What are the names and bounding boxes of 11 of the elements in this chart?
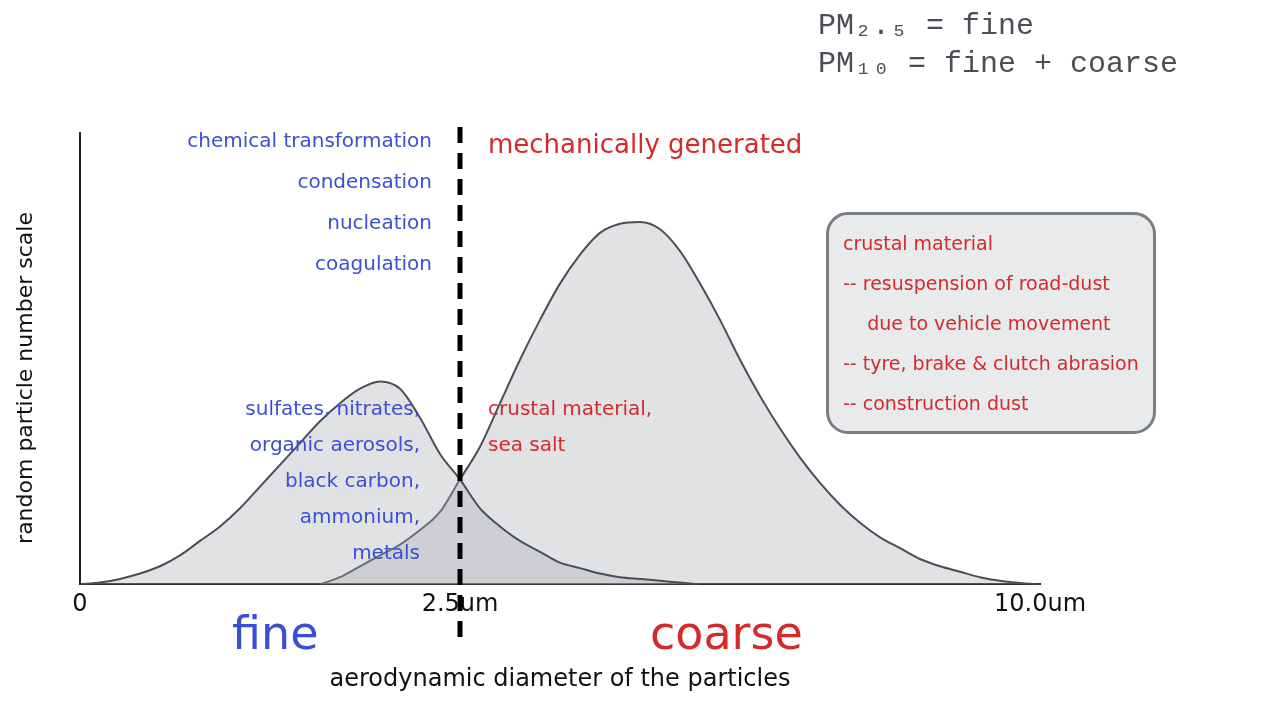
- x-tick-label: 10.0um: [993, 589, 1087, 618]
- text: fine: [232, 605, 319, 662]
- text: PM₁₀ = fine + coarse: [818, 46, 1179, 83]
- text: PM₂.₅ = fine: [818, 8, 1035, 45]
- x-tick-label: 0: [72, 589, 88, 618]
- x-axis-title: aerodynamic diameter of the particles: [329, 663, 791, 692]
- note-box: crustal material -- resuspension of road-dust due to vehicle movement -- tyre, brake & clutch abrasion -- construction dust: [826, 212, 1156, 434]
- text: coarse: [650, 605, 803, 662]
- text: mechanically generated: [488, 128, 803, 161]
- y-axis-title: random particle number scale: [11, 212, 37, 544]
- annotation: chemical transformation condensation nucleation coagulation: [187, 127, 432, 277]
